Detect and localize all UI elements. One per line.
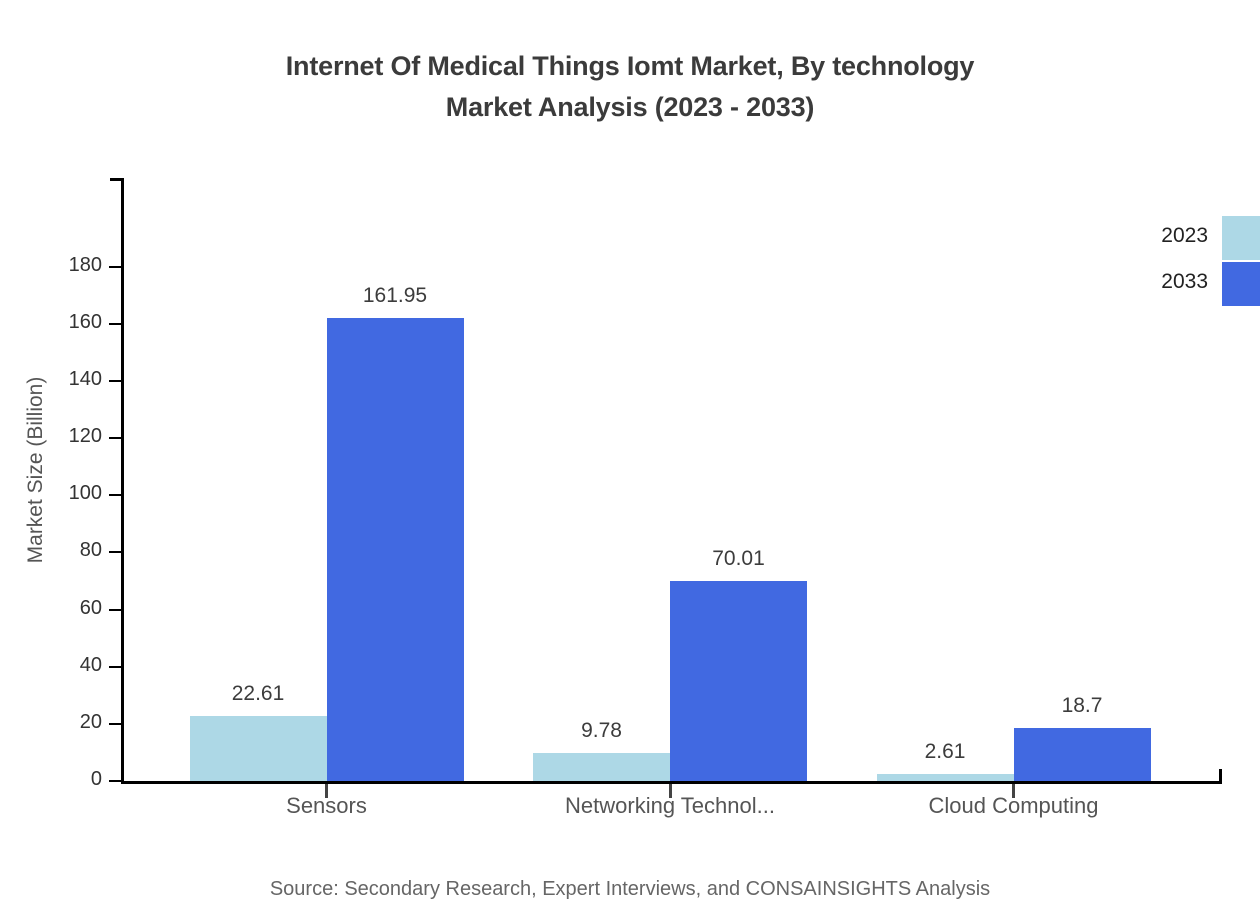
y-tick-label: 180 — [68, 253, 102, 276]
bar-2023-2[interactable] — [533, 753, 670, 781]
y-axis-title: Market Size (Billion) — [24, 376, 47, 564]
x-tick-label: Cloud Computing — [928, 793, 1099, 818]
y-tick-label: 0 — [90, 768, 102, 790]
y-tick-label: 80 — [79, 539, 102, 562]
y-tick-label: 160 — [68, 310, 102, 333]
y-tick-mark — [109, 437, 121, 440]
x-axis-line — [121, 781, 1222, 784]
x-tick-mark — [325, 784, 328, 798]
chart-title-line-2: Market Analysis (2023 - 2033) — [445, 92, 815, 122]
y-tick-mark — [109, 322, 121, 325]
y-tick-mark — [109, 722, 121, 725]
x-axis-end-cap — [1219, 769, 1222, 784]
legend-item-2023[interactable]: 2023 — [1130, 216, 1260, 262]
bar-value-label: 161.95 — [362, 284, 428, 308]
y-axis-top-cap — [110, 178, 124, 181]
y-tick-mark — [109, 608, 121, 611]
y-tick-label: 40 — [79, 653, 102, 676]
x-tick-mark — [668, 784, 672, 798]
y-tick-label: 20 — [79, 710, 102, 733]
y-tick-label: 60 — [79, 596, 102, 619]
bar-2023-1[interactable] — [189, 716, 327, 781]
source-note: Source: Secondary Research, Expert Inter… — [269, 878, 991, 900]
legend-label-2033: 2033 — [1161, 270, 1208, 293]
bar-value-label: 22.61 — [231, 682, 285, 706]
chart-legend: 2023 2033 — [1130, 216, 1260, 308]
bar-2033-3[interactable] — [1013, 727, 1151, 781]
y-tick-label: 120 — [68, 425, 102, 448]
chart-title-line-1: Internet Of Medical Things Iomt Market, … — [285, 51, 975, 81]
bar-2023-3[interactable] — [876, 773, 1014, 781]
y-tick-mark — [109, 780, 121, 782]
y-tick-mark — [109, 494, 121, 497]
bar-value-label: 9.78 — [581, 719, 622, 743]
bar-value-label: 2.61 — [924, 739, 966, 763]
y-tick-mark — [109, 265, 121, 268]
y-tick-mark — [109, 551, 121, 554]
y-tick-label: 140 — [68, 367, 102, 390]
y-tick-mark — [109, 379, 121, 382]
y-tick-label: 100 — [68, 482, 102, 505]
legend-swatch-2023 — [1222, 216, 1260, 260]
bar-value-label: 70.01 — [712, 546, 765, 570]
legend-label-2023: 2023 — [1161, 224, 1208, 247]
bar-2033-1[interactable] — [326, 318, 464, 781]
bar-2033-2[interactable] — [670, 580, 807, 781]
legend-item-2033[interactable]: 2033 — [1130, 262, 1260, 308]
chart-title: Internet Of Medical Things Iomt Market, … — [0, 46, 1260, 128]
legend-swatch-2033 — [1222, 262, 1260, 306]
y-tick-mark — [109, 665, 121, 668]
x-tick-label: Sensors — [286, 793, 367, 818]
bar-value-label: 18.7 — [1061, 693, 1103, 717]
x-tick-label: Networking Technol... — [565, 793, 775, 818]
x-tick-mark — [1012, 784, 1015, 798]
y-axis-line — [121, 178, 124, 784]
